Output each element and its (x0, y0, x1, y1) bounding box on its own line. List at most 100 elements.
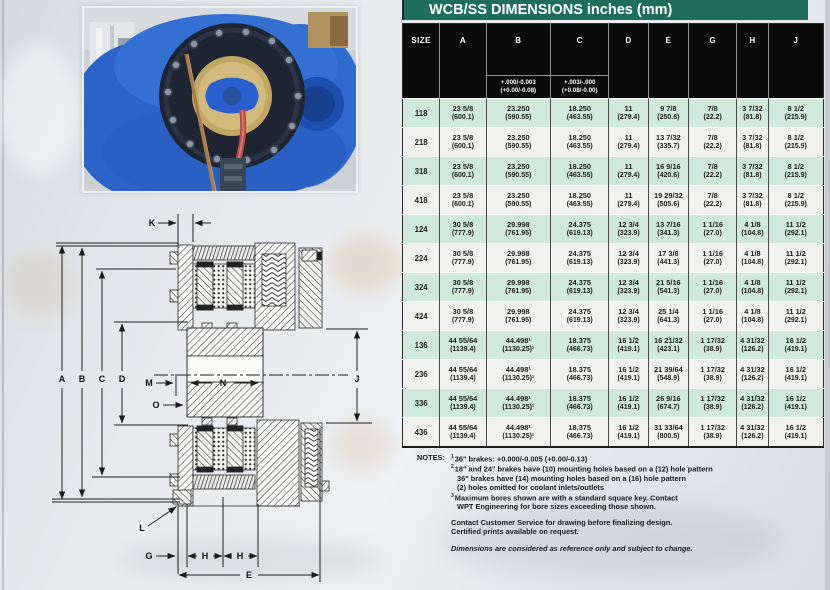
cell-dim: 16 1/2 (419.1) (608, 330, 649, 360)
col-header-c: C +.003/-.000 (+0.08/-0.00) (550, 23, 609, 99)
cell-dim: 3 7/32 (81.8) (736, 98, 769, 128)
dim-label-l: L (139, 523, 145, 533)
cell-dim: 16 1/2 (419.1) (767, 359, 824, 389)
cell-dim: 4 1/8 (104.8) (736, 272, 769, 302)
cell-dim: 16 1/2 (419.1) (767, 417, 824, 447)
technical-diagram: K A B C D M N O J L G H H E (52, 214, 372, 582)
cell-dim: 24.375 (619.13) (550, 243, 609, 273)
cell-size: 218 (402, 127, 440, 157)
cell-dim: 4 31/32 (126.2) (736, 388, 769, 418)
cell-dim: 9 7/8 (250.8) (647, 98, 689, 128)
cell-size: 124 (402, 214, 440, 244)
dim-label-c: C (99, 374, 106, 384)
col-header-h: H (736, 23, 769, 99)
table-header: SIZE A B +.000/-0.003 (+0.00/-0.08) C +.003/-.… (402, 23, 824, 99)
machinery-photo-illustration (84, 8, 356, 191)
cell-dim: 11 (279.4) (608, 185, 649, 215)
table-row: 436 44 55/64 (1139.4) 44.498¹ (1130.25)¹ 18.3… (402, 417, 824, 447)
table-row: 124 30 5/8 (777.9) 29.998 (761.95) 24.375 (619… (402, 214, 824, 244)
cell-dim: 16 9/16 (420.6) (647, 156, 689, 186)
cell-dim: 44.498¹ (1130.25)¹ (485, 359, 551, 389)
cell-dim: 16 1/2 (419.1) (608, 388, 649, 418)
dimensions-table: SIZE A B +.000/-0.003 (+0.00/-0.08) C +.003/-.… (402, 23, 824, 448)
cell-size: 436 (402, 417, 440, 447)
table-row: 336 44 55/64 (1139.4) 44.498¹ (1130.25)¹ 18.3… (402, 388, 824, 418)
cell-dim: 4 1/8 (104.8) (736, 243, 769, 273)
cell-dim: 44.498¹ (1130.25)¹ (485, 417, 551, 447)
table-row: 418 23 5/8 (600.1) 23.250 (590.55) 18.250 (463… (402, 185, 824, 215)
cell-dim: 3 7/32 (81.8) (736, 127, 769, 157)
dim-label-b: B (79, 374, 86, 384)
cell-dim: 4 31/32 (126.2) (736, 330, 769, 360)
cell-dim: 21 5/16 (541.3) (647, 272, 689, 302)
notes-content: 136" brakes: +0.000/-0.005 (+0.00/-0.13)… (451, 453, 713, 553)
cell-dim: 18.375 (466.73) (550, 330, 609, 360)
cell-dim: 1 1/16 (27.0) (687, 301, 737, 331)
col-header-b: B +.000/-0.003 (+0.00/-0.08) (485, 23, 551, 99)
cell-dim: 18.250 (463.55) (550, 185, 609, 215)
note-line: 3Maximum bores shown are with a standard… (451, 492, 678, 503)
col-header-j: J (767, 23, 824, 99)
cell-size: 424 (402, 301, 440, 331)
col-header-size: SIZE (402, 23, 440, 99)
cell-dim: 7/8 (22.2) (687, 156, 737, 186)
dim-label-g: G (145, 551, 152, 561)
cell-dim: 8 1/2 (215.9) (767, 127, 824, 157)
cell-dim: 23.250 (590.55) (485, 98, 551, 128)
col-header-e: E (647, 23, 689, 99)
contact-lines: Contact Customer Service for drawing bef… (451, 518, 713, 536)
cell-dim: 8 1/2 (215.9) (767, 156, 824, 186)
cell-dim: 11 1/2 (292.1) (767, 214, 824, 244)
cell-dim: 4 31/32 (126.2) (736, 359, 769, 389)
machinery-photo (82, 6, 358, 193)
cell-dim: 1 17/32 (38.9) (687, 417, 737, 447)
dim-label-o: O (152, 400, 159, 410)
notes-items: 136" brakes: +0.000/-0.005 (+0.00/-0.13)… (451, 453, 713, 511)
cell-dim: 18.375 (466.73) (550, 388, 609, 418)
col-header-a: A (439, 23, 487, 99)
cell-dim: 4 1/8 (104.8) (736, 301, 769, 331)
table-title: WCB/SS DIMENSIONS inches (mm) (402, 0, 808, 20)
cell-dim: 44 55/64 (1139.4) (439, 359, 487, 389)
table-row: 224 30 5/8 (777.9) 29.998 (761.95) 24.375 (619… (402, 243, 824, 273)
notes-label: NOTES: (417, 453, 445, 462)
table-body: 118 23 5/8 (600.1) 23.250 (590.55) 18.250 (463… (402, 98, 824, 447)
cell-dim: 4 31/32 (126.2) (736, 417, 769, 447)
table-row: 136 44 55/64 (1139.4) 44.498¹ (1130.25)¹ 18.3… (402, 330, 824, 360)
dimensions-panel: WCB/SS DIMENSIONS inches (mm) SIZE A B +.00… (402, 0, 824, 553)
cell-dim: 23.250 (590.55) (485, 185, 551, 215)
cell-dim: 12 3/4 (323.9) (608, 272, 649, 302)
cell-size: 236 (402, 359, 440, 389)
cell-dim: 1 1/16 (27.0) (687, 243, 737, 273)
cell-dim: 18.250 (463.55) (550, 156, 609, 186)
cell-dim: 23 5/8 (600.1) (439, 127, 487, 157)
table-row: 118 23 5/8 (600.1) 23.250 (590.55) 18.250 (463… (402, 98, 824, 128)
cell-dim: 44.498¹ (1130.25)¹ (485, 330, 551, 360)
cell-dim: 17 3/8 (441.3) (647, 243, 689, 273)
cell-dim: 23 5/8 (600.1) (439, 156, 487, 186)
cell-dim: 30 5/8 (777.9) (439, 214, 487, 244)
cell-dim: 12 3/4 (323.9) (608, 214, 649, 244)
cell-dim: 23.250 (590.55) (485, 156, 551, 186)
cell-dim: 44 55/64 (1139.4) (439, 388, 487, 418)
cell-dim: 11 (279.4) (608, 98, 649, 128)
cell-dim: 12 3/4 (323.9) (608, 301, 649, 331)
dim-label-m: M (145, 378, 153, 388)
cell-dim: 24.375 (619.13) (550, 301, 609, 331)
cell-dim: 26 9/16 (674.7) (647, 388, 689, 418)
cell-size: 336 (402, 388, 440, 418)
cell-dim: 8 1/2 (215.9) (767, 185, 824, 215)
table-row: 324 30 5/8 (777.9) 29.998 (761.95) 24.375 (619… (402, 272, 824, 302)
dim-label-n: N (220, 378, 227, 388)
cell-dim: 8 1/2 (215.9) (767, 98, 824, 128)
cell-dim: 1 17/32 (38.9) (687, 388, 737, 418)
cell-dim: 31 33/64 (800.5) (647, 417, 689, 447)
cell-size: 318 (402, 156, 440, 186)
cell-dim: 1 1/16 (27.0) (687, 272, 737, 302)
note-line: 136" brakes: +0.000/-0.005 (+0.00/-0.13) (451, 454, 588, 464)
notes-section: NOTES: 136" brakes: +0.000/-0.005 (+0.00… (402, 453, 824, 553)
table-row: 318 23 5/8 (600.1) 23.250 (590.55) 18.250 (463… (402, 156, 824, 186)
cell-dim: 3 7/32 (81.8) (736, 185, 769, 215)
cell-dim: 30 5/8 (777.9) (439, 243, 487, 273)
